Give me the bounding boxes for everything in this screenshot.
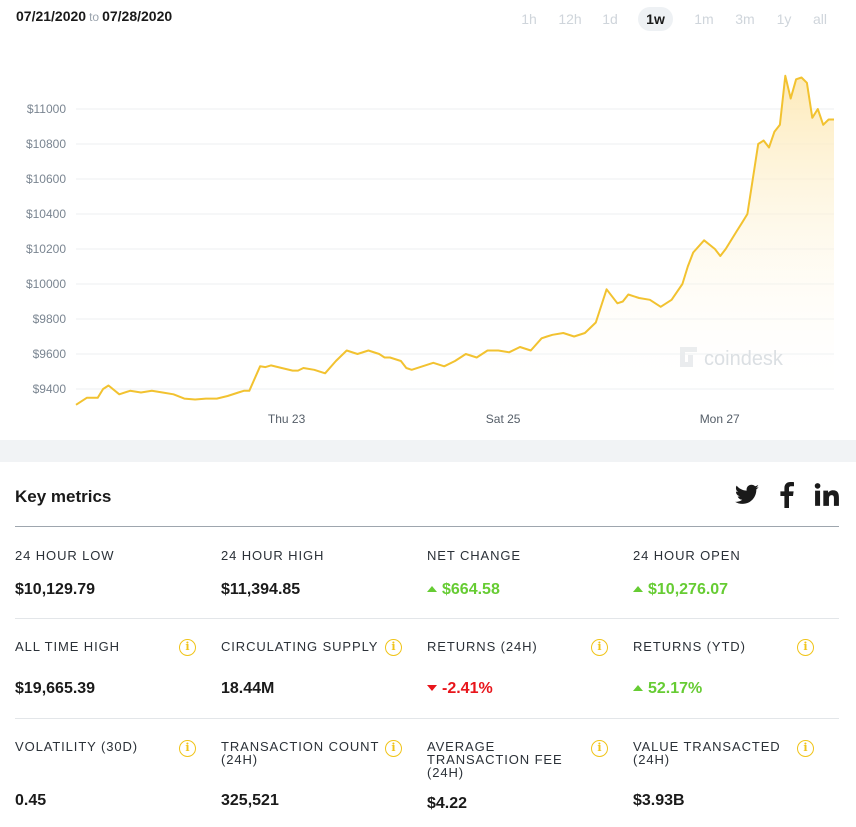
metrics-title: Key metrics <box>15 487 112 506</box>
info-icon[interactable]: i <box>179 639 196 656</box>
date-from: 07/21/2020 <box>16 8 87 24</box>
metric-value: $4.22 <box>427 795 468 812</box>
y-tick-label: $11000 <box>27 102 66 116</box>
metric-value-text: -2.41% <box>442 680 493 697</box>
metric-label: RETURNS (24H) <box>427 639 538 654</box>
date-range: 07/21/2020 to 07/28/2020 <box>16 8 172 24</box>
metric-label: AVERAGE TRANSACTION FEE (24H) <box>427 739 563 780</box>
price-chart[interactable]: coindesk $9400$9600$9800$10000$10200$104… <box>0 0 856 440</box>
tab-3m[interactable]: 3m <box>735 11 755 27</box>
metric-label: NET CHANGE <box>427 548 521 563</box>
metric-value-positive: 52.17% <box>633 680 702 698</box>
y-tick-label: $10800 <box>26 137 66 151</box>
info-icon[interactable]: i <box>591 639 608 656</box>
metric-returns-ytd: RETURNS (YTD) 52.17% <box>633 640 825 700</box>
metric-value: $10,129.79 <box>15 581 96 598</box>
metric-value-text: $10,276.07 <box>648 581 729 598</box>
metric-circulating-supply: CIRCULATING SUPPLY 18.44M <box>221 640 413 700</box>
metric-all-time-high: ALL TIME HIGH $19,665.39 <box>15 640 207 700</box>
metric-value: 325,521 <box>221 792 279 809</box>
date-to: 07/28/2020 <box>102 8 173 24</box>
y-tick-label: $10600 <box>26 172 66 186</box>
tab-all[interactable]: all <box>812 11 827 27</box>
twitter-icon[interactable] <box>734 482 760 508</box>
tab-12h[interactable]: 12h <box>558 11 582 27</box>
metric-value-positive: $664.58 <box>427 581 500 599</box>
metric-24h-open: 24 HOUR OPEN $10,276.07 <box>633 549 825 609</box>
key-metrics-panel: Key metrics 24 HOUR LOW $10,129.79 24 HO… <box>0 462 856 827</box>
metric-value: $19,665.39 <box>15 680 96 697</box>
metric-transaction-count: TRANSACTION COUNT (24H) 325,521 <box>221 740 381 810</box>
metrics-title-rule <box>15 526 839 527</box>
tab-1m[interactable]: 1m <box>694 11 714 27</box>
metric-value: 18.44M <box>221 680 275 697</box>
metric-label: VALUE TRANSACTED (24H) <box>633 739 781 767</box>
metric-label: TRANSACTION COUNT (24H) <box>221 739 380 767</box>
metric-label: VOLATILITY (30D) <box>15 739 139 754</box>
y-tick-label: $9800 <box>33 312 67 326</box>
arrow-up-icon <box>633 586 643 592</box>
y-tick-label: $10400 <box>26 207 66 221</box>
metric-value: $3.93B <box>633 792 685 809</box>
price-area <box>76 75 834 407</box>
metric-returns-24h: RETURNS (24H) -2.41% <box>427 640 619 700</box>
y-tick-label: $9600 <box>33 347 67 361</box>
metric-value-negative: -2.41% <box>427 680 493 698</box>
x-tick-label: Thu 23 <box>268 412 306 426</box>
x-tick-label: Mon 27 <box>700 412 740 426</box>
metric-average-fee: AVERAGE TRANSACTION FEE (24H) $4.22 <box>427 739 567 812</box>
info-icon[interactable]: i <box>385 639 402 656</box>
x-tick-label: Sat 25 <box>486 412 521 426</box>
arrow-up-icon <box>633 685 643 691</box>
facebook-icon[interactable] <box>779 482 795 508</box>
info-icon[interactable]: i <box>797 639 814 656</box>
time-range-tabs: 1h 12h 1d 1w 1m 3m 1y all <box>0 7 856 31</box>
metric-value-text: 52.17% <box>648 680 703 697</box>
metric-label: 24 HOUR HIGH <box>221 548 325 563</box>
metric-value: $11,394.85 <box>221 581 301 598</box>
metric-value-positive: $10,276.07 <box>633 581 728 599</box>
metric-value-transacted: VALUE TRANSACTED (24H) $3.93B <box>633 740 788 810</box>
metric-label: 24 HOUR OPEN <box>633 548 741 563</box>
date-to-word: to <box>89 10 100 24</box>
metric-24h-high: 24 HOUR HIGH $11,394.85 <box>221 549 413 609</box>
info-icon[interactable]: i <box>179 740 196 757</box>
tab-1w[interactable]: 1w <box>638 7 673 31</box>
arrow-up-icon <box>427 586 437 592</box>
y-tick-label: $10000 <box>26 277 66 291</box>
info-icon[interactable]: i <box>385 740 402 757</box>
metric-label: ALL TIME HIGH <box>15 639 120 654</box>
y-tick-label: $9400 <box>33 382 67 396</box>
row-divider <box>15 618 839 619</box>
price-chart-panel: coindesk $9400$9600$9800$10000$10200$104… <box>0 0 856 440</box>
metric-label: CIRCULATING SUPPLY <box>221 639 379 654</box>
tab-1y[interactable]: 1y <box>776 11 792 27</box>
arrow-down-icon <box>427 685 437 691</box>
metric-24h-low: 24 HOUR LOW $10,129.79 <box>15 549 207 609</box>
metric-value: 0.45 <box>15 792 47 809</box>
metric-net-change: NET CHANGE $664.58 <box>427 549 619 609</box>
row-divider <box>15 718 839 719</box>
y-tick-label: $10200 <box>26 242 66 256</box>
metric-volatility: VOLATILITY (30D) 0.45 <box>15 740 207 810</box>
linkedin-icon[interactable] <box>814 482 840 508</box>
section-divider <box>0 440 856 462</box>
metric-label: 24 HOUR LOW <box>15 548 115 563</box>
metric-label: RETURNS (YTD) <box>633 639 746 654</box>
info-icon[interactable]: i <box>591 740 608 757</box>
info-icon[interactable]: i <box>797 740 814 757</box>
tab-1d[interactable]: 1d <box>602 11 618 27</box>
metric-value-text: $664.58 <box>442 581 500 598</box>
price-line <box>75 74 834 406</box>
tab-1h[interactable]: 1h <box>521 11 537 27</box>
